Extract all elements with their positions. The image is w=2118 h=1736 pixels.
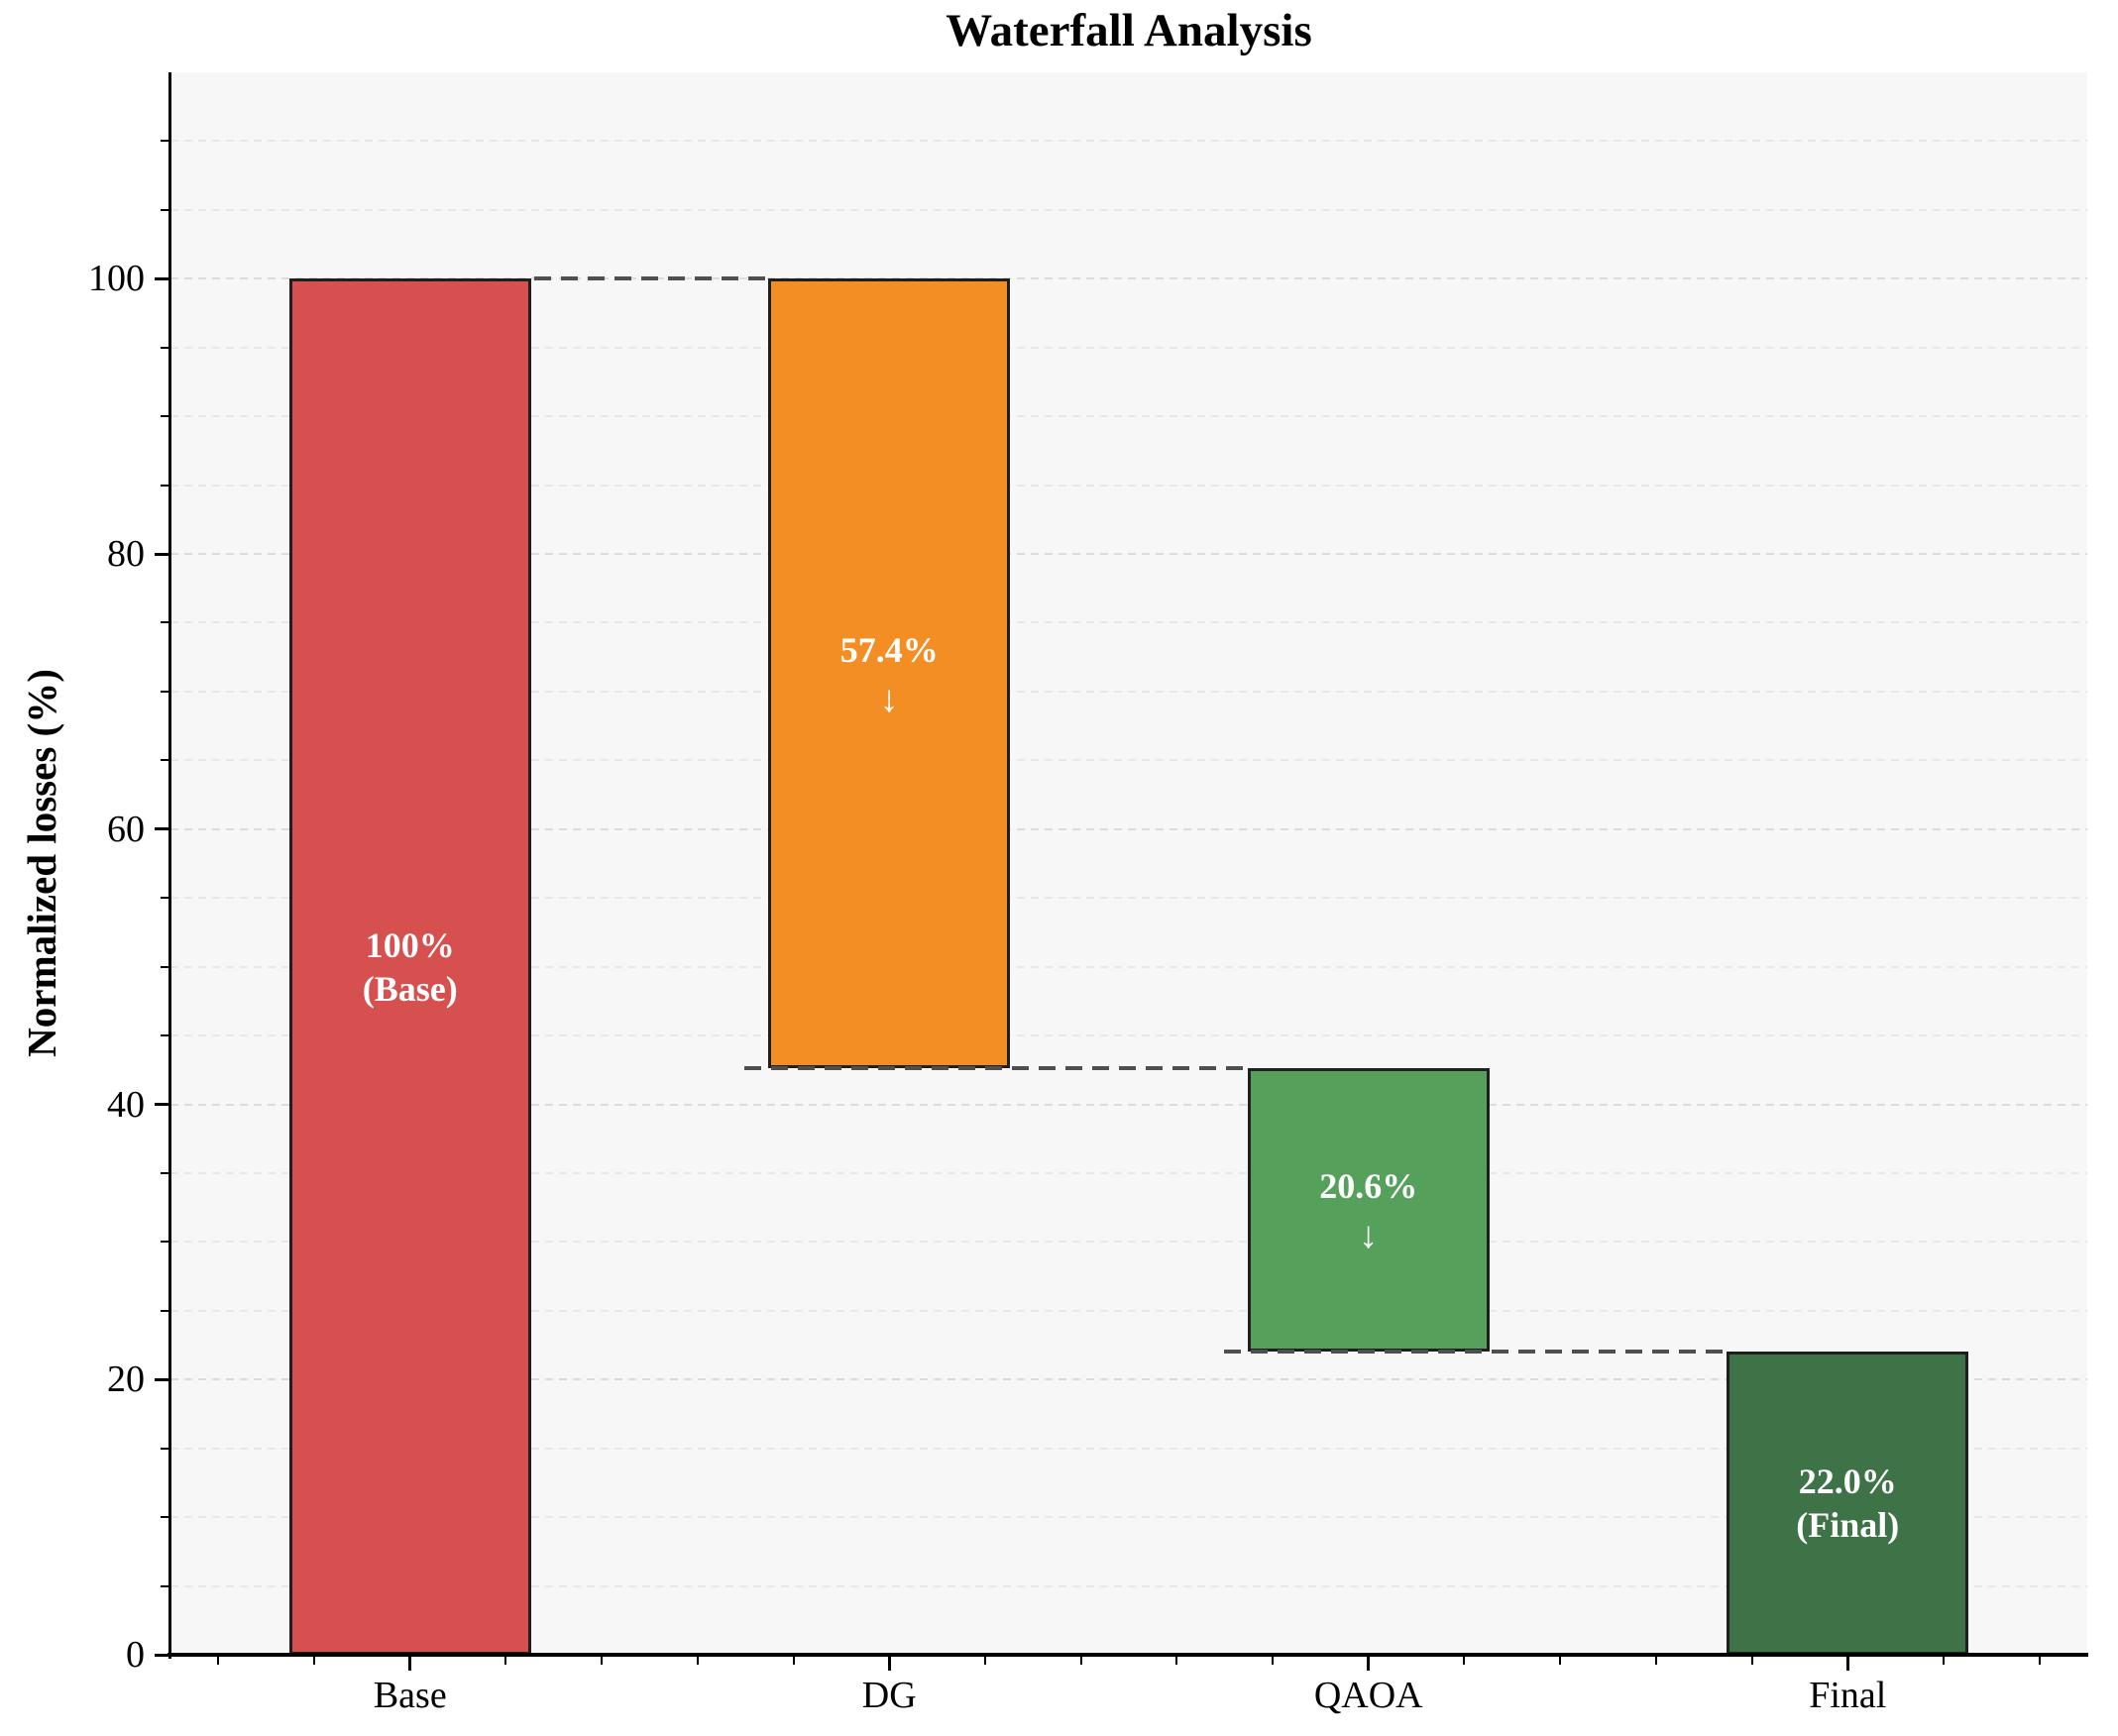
y-tick-minor (161, 208, 168, 211)
y-tick-minor (161, 1034, 168, 1037)
x-tick-minor (1654, 1657, 1657, 1665)
y-tick-major (155, 276, 168, 280)
x-tick-minor (601, 1657, 604, 1665)
gridline-minor (170, 140, 2087, 143)
bar-qaoa (1247, 1068, 1490, 1353)
y-tick-minor (161, 1241, 168, 1244)
x-tick-minor (983, 1657, 986, 1665)
x-tick-minor (2038, 1657, 2041, 1665)
y-tick-minor (161, 965, 168, 968)
y-tick-minor (161, 759, 168, 762)
y-tick-label: 0 (126, 1634, 145, 1676)
x-tick-minor (217, 1657, 220, 1665)
y-tick-minor (161, 484, 168, 487)
y-tick-minor (161, 1309, 168, 1312)
y-tick-minor (161, 1584, 168, 1587)
x-tick-minor (1079, 1657, 1082, 1665)
y-axis-spine (168, 72, 171, 1659)
bar-base (288, 278, 531, 1655)
gridline-minor (170, 621, 2087, 624)
x-tick-label: Base (373, 1675, 447, 1716)
y-tick-major (155, 827, 168, 831)
gridline-major (170, 1378, 2087, 1381)
x-tick-minor (1175, 1657, 1178, 1665)
x-tick-minor (696, 1657, 699, 1665)
gridline-major (170, 1103, 2087, 1106)
x-axis-spine (167, 1653, 2088, 1657)
y-tick-minor (161, 346, 168, 349)
gridline-major (170, 827, 2087, 830)
y-tick-major (155, 1653, 168, 1657)
y-tick-label: 60 (107, 808, 145, 850)
x-tick-minor (313, 1657, 316, 1665)
y-tick-major (155, 552, 168, 556)
y-tick-minor (161, 621, 168, 624)
gridline-minor (170, 1584, 2087, 1587)
x-tick-minor (1272, 1657, 1275, 1665)
gridline-minor (170, 1309, 2087, 1312)
x-tick-minor (1750, 1657, 1753, 1665)
y-tick-minor (161, 1171, 168, 1174)
y-tick-label: 20 (107, 1358, 145, 1401)
gridline-minor (170, 1516, 2087, 1519)
gridline-minor (170, 1447, 2087, 1450)
x-tick-label: QAOA (1313, 1675, 1423, 1716)
x-tick-major (1367, 1657, 1371, 1671)
y-tick-major (155, 1377, 168, 1381)
x-tick-label: Final (1809, 1675, 1887, 1716)
x-tick-minor (1463, 1657, 1466, 1665)
gridline-minor (170, 208, 2087, 211)
gridline-minor (170, 484, 2087, 487)
gridline-minor (170, 1241, 2087, 1244)
connector-line (533, 276, 766, 281)
gridline-major (170, 553, 2087, 556)
chart-title: Waterfall Analysis (946, 5, 1312, 56)
bar-final (1727, 1352, 1969, 1655)
y-tick-label: 80 (107, 533, 145, 576)
gridline-minor (170, 1171, 2087, 1174)
y-tick-minor (161, 1516, 168, 1519)
x-tick-major (408, 1657, 412, 1671)
y-tick-minor (161, 140, 168, 143)
x-tick-minor (1942, 1657, 1945, 1665)
x-tick-major (887, 1657, 891, 1671)
y-tick-minor (161, 1447, 168, 1450)
y-tick-label: 100 (88, 258, 145, 300)
gridline-minor (170, 346, 2087, 349)
x-tick-minor (792, 1657, 795, 1665)
connector-line (1223, 1350, 1725, 1355)
gridline-major (170, 277, 2087, 280)
y-tick-minor (161, 897, 168, 900)
y-tick-label: 40 (107, 1083, 145, 1126)
x-tick-major (1845, 1657, 1849, 1671)
y-tick-minor (161, 415, 168, 418)
gridline-minor (170, 897, 2087, 900)
bar-dg (768, 278, 1011, 1069)
connector-line (744, 1066, 1245, 1071)
x-tick-minor (1559, 1657, 1562, 1665)
y-tick-minor (161, 690, 168, 693)
gridline-minor (170, 759, 2087, 762)
gridline-minor (170, 415, 2087, 418)
x-tick-minor (504, 1657, 507, 1665)
gridline-minor (170, 1034, 2087, 1037)
gridline-minor (170, 965, 2087, 968)
gridline-minor (170, 690, 2087, 693)
x-tick-label: DG (861, 1675, 917, 1716)
y-axis-label: Normalized losses (%) (19, 669, 64, 1057)
y-tick-major (155, 1103, 168, 1107)
